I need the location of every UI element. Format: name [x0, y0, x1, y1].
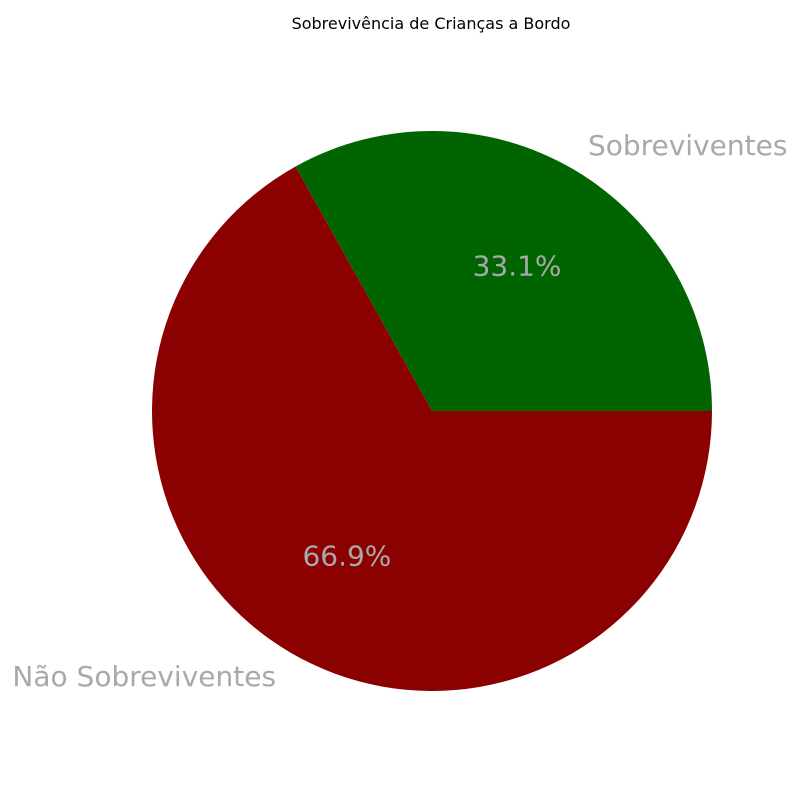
pie-category-label-0: Sobreviventes: [588, 129, 788, 162]
pie-pct-label-0: 33.1%: [473, 250, 562, 283]
pie-slice-1: [152, 166, 713, 691]
pie-category-label-1: Não Sobreviventes: [12, 660, 276, 693]
chart-title: Sobrevivência de Crianças a Bordo: [292, 14, 571, 33]
pie-pct-label-1: 66.9%: [302, 539, 391, 572]
pie-slices: [152, 130, 713, 691]
pie-labels: 33.1% Sobreviventes 66.9% Não Sobreviventes: [12, 129, 787, 693]
pie-slice-0: [295, 130, 712, 412]
